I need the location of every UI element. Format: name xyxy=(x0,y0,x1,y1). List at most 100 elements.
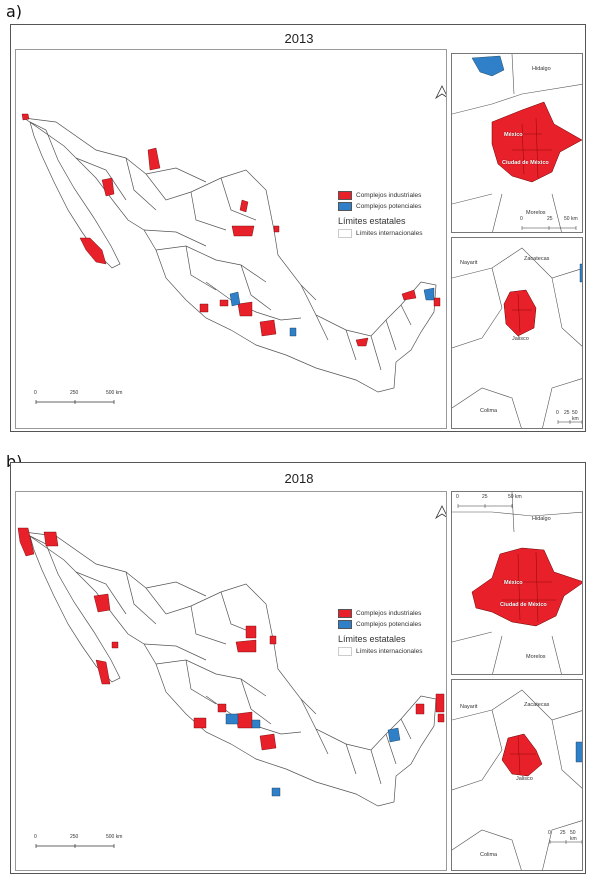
inset-label-cdmx: Ciudad de México xyxy=(500,602,547,608)
complex-coahuila xyxy=(245,625,257,639)
complex-tamaulipas xyxy=(273,225,280,233)
complex-chihuahua xyxy=(147,147,161,171)
complex-bcs-small xyxy=(111,641,119,649)
inset-label-colima: Colima xyxy=(480,408,498,414)
inset-label-mexico: México xyxy=(504,132,523,138)
panel-a-label: a) xyxy=(6,2,23,21)
complex-sonora xyxy=(101,177,115,197)
complex-baja-sur xyxy=(95,659,111,685)
north-arrow-icon xyxy=(434,85,446,100)
legend-label-industrial: Complejos industriales xyxy=(356,192,422,199)
inset-label-hidalgo: Hidalgo xyxy=(532,516,551,522)
complex-mexicali xyxy=(43,531,59,547)
panel-b-main-map: Complejos industriales Complejos potenci… xyxy=(15,491,447,871)
legend-label-boundary: Límites internacionales xyxy=(356,230,423,237)
potential-center xyxy=(251,719,261,729)
inset-top-scale-50: 50 km xyxy=(564,216,578,222)
complex-guadalajara xyxy=(199,303,209,313)
state-boundaries xyxy=(75,571,412,785)
baja-california-outline xyxy=(29,535,121,683)
industrial-jalisco xyxy=(501,733,543,777)
inset-top-scale-0: 0 xyxy=(456,494,459,500)
potential-yucatan xyxy=(387,727,401,743)
potential-bajio xyxy=(229,291,241,307)
inset-label-zacatecas: Zacatecas xyxy=(524,256,550,262)
inset-label-zacatecas: Zacatecas xyxy=(524,702,550,708)
complex-monterrey xyxy=(231,225,255,237)
panel-a-main-map: Complejos industriales Complejos potenci… xyxy=(15,49,447,429)
north-arrow-icon xyxy=(434,505,446,520)
baja-california-outline xyxy=(29,121,121,269)
legend-swatch-industrial xyxy=(338,191,352,200)
mexico-map-2018 xyxy=(17,505,446,807)
legend-label-industrial: Complejos industriales xyxy=(356,610,422,617)
inset-top-scale-25: 25 xyxy=(482,494,488,500)
inset-label-nayarit: Nayarit xyxy=(460,260,478,266)
potential-jalisco-east xyxy=(579,263,582,283)
inset-label-nayarit: Nayarit xyxy=(460,704,478,710)
potential-hidalgo xyxy=(471,55,505,77)
scale-tick-500: 500 km xyxy=(106,834,123,840)
complex-bajio xyxy=(235,711,253,729)
inset-bottom-scale-0: 0 xyxy=(556,410,559,416)
panel-b-legend: Complejos industriales Complejos potenci… xyxy=(338,608,422,657)
complex-mexico-city xyxy=(259,319,277,337)
inset-label-cdmx: Ciudad de México xyxy=(502,160,549,166)
panel-a-inset-jalisco: Nayarit Zacatecas Jalisco Colima 0 25 50… xyxy=(451,237,583,429)
legend-swatch-potential xyxy=(338,202,352,211)
panel-b-inset-cdmx: 0 25 50 km Hidalgo México Ciudad de Méxi… xyxy=(451,491,583,675)
complex-cancun-south xyxy=(437,713,445,723)
panel-a-year: 2013 xyxy=(284,31,314,46)
inset-label-hidalgo: Hidalgo xyxy=(532,66,551,72)
legend-swatch-boundary xyxy=(338,229,352,238)
inset-bottom-scale-50: 50 km xyxy=(572,410,579,422)
scale-tick-500: 500 km xyxy=(106,390,123,396)
complex-tamaulipas xyxy=(269,635,277,645)
potential-jalisco-east xyxy=(575,741,582,763)
panel-b-frame: 2018 xyxy=(10,462,586,874)
complex-baja-sur xyxy=(79,237,107,265)
complex-guadalajara xyxy=(193,717,207,729)
complex-coahuila xyxy=(239,199,249,213)
inset-label-jalisco: Jalisco xyxy=(516,776,533,782)
panel-b-scale-bar: 0 250 500 km xyxy=(34,834,124,854)
legend-group-title: Límites estatales xyxy=(338,634,406,644)
panel-a-inset-cdmx: Hidalgo México Ciudad de México Morelos … xyxy=(451,53,583,233)
complex-monterrey xyxy=(235,639,257,653)
legend-swatch-industrial xyxy=(338,609,352,618)
inset-bottom-scale-50: 50 km xyxy=(570,830,577,842)
inset-top-scale-50: 50 km xyxy=(508,494,522,500)
mexico-mainland-outline xyxy=(23,531,437,807)
inset-label-mexico: México xyxy=(504,580,523,586)
complex-tijuana xyxy=(17,527,35,557)
inset-label-jalisco: Jalisco xyxy=(512,336,529,342)
inset-bottom-scale-0: 0 xyxy=(548,830,551,836)
inset-top-scale-25: 25 xyxy=(547,216,553,222)
panel-b-year: 2018 xyxy=(284,471,314,486)
potential-bajio xyxy=(225,713,239,725)
complex-veracruz xyxy=(355,337,369,347)
industrial-mexico-cdmx xyxy=(471,547,582,627)
legend-swatch-boundary xyxy=(338,647,352,656)
legend-group-title: Límites estatales xyxy=(338,216,406,226)
inset-label-colima: Colima xyxy=(480,852,498,858)
legend-swatch-potential xyxy=(338,620,352,629)
mexico-map-2013 xyxy=(21,85,446,393)
inset-label-morelos: Morelos xyxy=(526,654,546,660)
legend-label-boundary: Límites internacionales xyxy=(356,648,423,655)
potential-yucatan xyxy=(423,287,435,301)
potential-center xyxy=(289,327,297,337)
mexico-mainland-outline xyxy=(23,117,437,393)
scale-tick-0: 0 xyxy=(34,390,37,396)
inset-bottom-scale-25: 25 xyxy=(560,830,566,836)
legend-label-potential: Complejos potenciales xyxy=(356,621,422,628)
panel-a-scale-bar: 0 250 500 km xyxy=(34,390,124,410)
inset-bottom-scale-25: 25 xyxy=(564,410,570,416)
panel-b-inset-jalisco: Nayarit Zacatecas Jalisco Colima 0 25 50… xyxy=(451,679,583,871)
panel-a-frame: 2013 xyxy=(10,24,586,432)
complex-yucatan xyxy=(415,703,425,715)
complex-yucatan xyxy=(401,289,417,301)
complex-bajio xyxy=(237,301,253,317)
scale-tick-0: 0 xyxy=(34,834,37,840)
inset-label-morelos: Morelos xyxy=(526,210,546,216)
